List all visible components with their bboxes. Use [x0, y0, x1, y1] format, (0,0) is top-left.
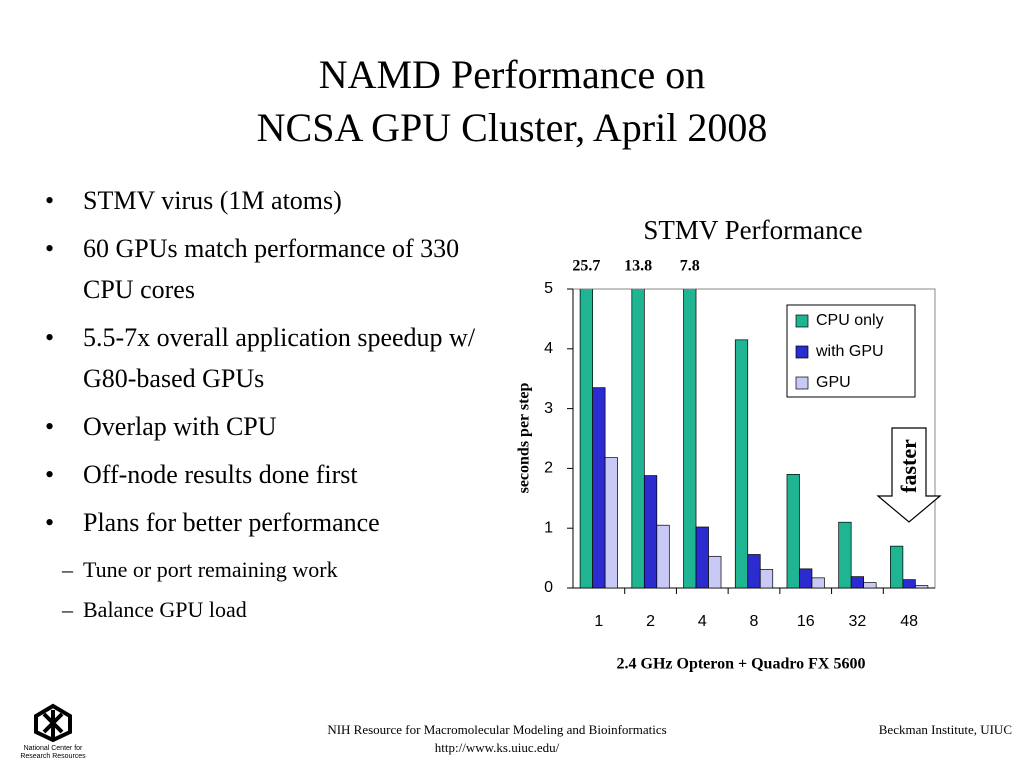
bullet: STMV virus (1M atoms)	[45, 180, 495, 221]
logo-icon	[34, 703, 72, 743]
bar	[890, 545, 904, 589]
y-tick-label: 5	[544, 280, 553, 297]
logo: National Center for Research Resources	[20, 702, 86, 761]
y-axis-label: seconds per step	[516, 382, 533, 493]
legend-label: with GPU	[815, 343, 884, 360]
bar	[643, 475, 658, 589]
bar	[838, 521, 852, 589]
bar	[759, 569, 774, 589]
chart-title: STMV Performance	[643, 215, 862, 245]
x-tick-label: 2	[646, 613, 655, 630]
y-tick-label: 3	[544, 400, 553, 417]
legend-label: CPU only	[816, 312, 884, 329]
bars	[579, 289, 929, 589]
bar	[592, 387, 606, 589]
slide-title: NAMD Performance on NCSA GPU Cluster, Ap…	[0, 48, 1024, 154]
bullet-list: STMV virus (1M atoms) 60 GPUs match perfo…	[45, 180, 495, 630]
x-tick-label: 48	[900, 613, 918, 630]
bar	[656, 524, 670, 589]
footer-line: http://www.ks.uiuc.edu/	[434, 740, 560, 755]
bar	[708, 555, 722, 589]
bar	[799, 568, 813, 589]
y-tick-label: 2	[544, 460, 553, 477]
bar	[811, 577, 825, 589]
legend-swatch	[795, 345, 809, 359]
data-label: 13.8	[624, 258, 652, 275]
data-label: 7.8	[680, 258, 700, 275]
y-tick-label: 1	[544, 519, 553, 536]
legend-swatch	[795, 314, 809, 328]
faster-arrow	[876, 427, 942, 523]
bullet: 60 GPUs match performance of 330 CPU cor…	[45, 228, 495, 310]
bar	[683, 289, 697, 589]
x-tick-label: 8	[750, 613, 759, 630]
legend-swatch	[795, 376, 809, 390]
bar	[850, 576, 865, 589]
footer-right: Beckman Institute, UIUC	[878, 722, 1012, 737]
title-line: NAMD Performance on	[318, 52, 706, 97]
x-axis-label: 2.4 GHz Opteron + Quadro FX 5600	[617, 656, 866, 673]
data-label: 25.7	[572, 258, 600, 275]
sub-list: Tune or port remaining workBalance GPU l…	[25, 550, 495, 630]
bar	[579, 289, 593, 589]
sub-bullet: Tune or port remaining work	[45, 550, 495, 590]
bullet: Off-node results done first	[45, 454, 495, 495]
annotation: faster	[896, 439, 921, 493]
bullet: Plans for better performance	[45, 502, 495, 543]
x-tick-label: 16	[797, 613, 815, 630]
x-tick-label: 32	[849, 613, 867, 630]
bar	[863, 582, 877, 589]
bar	[734, 339, 749, 589]
y-tick-label: 0	[544, 579, 553, 596]
bar	[786, 474, 800, 589]
bar	[604, 457, 618, 589]
footer-center: NIH Resource for Macromolecular Modeling…	[200, 721, 794, 757]
logo-text: National Center for	[23, 745, 83, 752]
footer-line: NIH Resource for Macromolecular Modeling…	[327, 722, 667, 737]
bar	[695, 526, 709, 589]
sub-bullet: Balance GPU load	[45, 590, 495, 630]
title-line: NCSA GPU Cluster, April 2008	[256, 105, 768, 150]
bar	[631, 289, 645, 589]
bullet: 5.5-7x overall application speedup w/ G8…	[45, 317, 495, 399]
y-tick-label: 4	[544, 340, 553, 357]
bar	[915, 585, 929, 589]
legend-label: GPU	[816, 374, 851, 391]
bullet: Overlap with CPU	[45, 406, 495, 447]
x-tick-label: 4	[698, 613, 707, 630]
logo-text: Research Resources	[20, 753, 86, 760]
bar	[902, 579, 916, 589]
x-tick-label: 1	[594, 613, 603, 630]
bar	[747, 554, 761, 589]
